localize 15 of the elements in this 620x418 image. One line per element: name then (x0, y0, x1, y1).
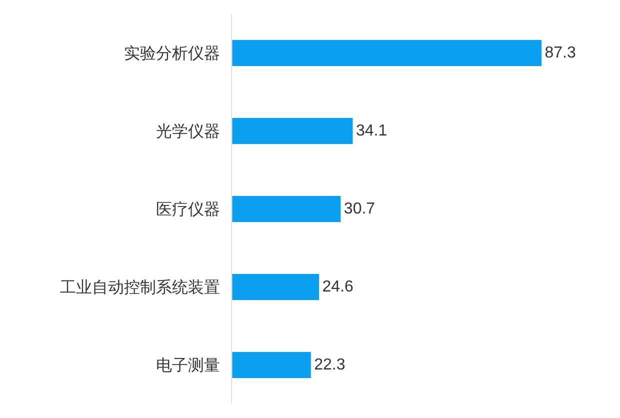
bar (232, 351, 312, 379)
y-tick-label: 光学仪器 (156, 122, 220, 141)
data-label: 22.3 (314, 356, 346, 374)
data-label: 24.6 (322, 278, 354, 296)
data-label: 87.3 (544, 44, 576, 62)
y-tick-label: 实验分析仪器 (124, 44, 220, 63)
data-label: 30.7 (344, 200, 376, 218)
y-tick-label: 医疗仪器 (156, 200, 220, 219)
bar (232, 117, 354, 145)
bar (232, 273, 320, 301)
bar (232, 39, 542, 67)
bar (232, 195, 342, 223)
y-tick-label: 电子测量 (156, 356, 220, 375)
data-label: 34.1 (356, 122, 388, 140)
y-tick-label: 工业自动控制系统装置 (60, 278, 220, 297)
